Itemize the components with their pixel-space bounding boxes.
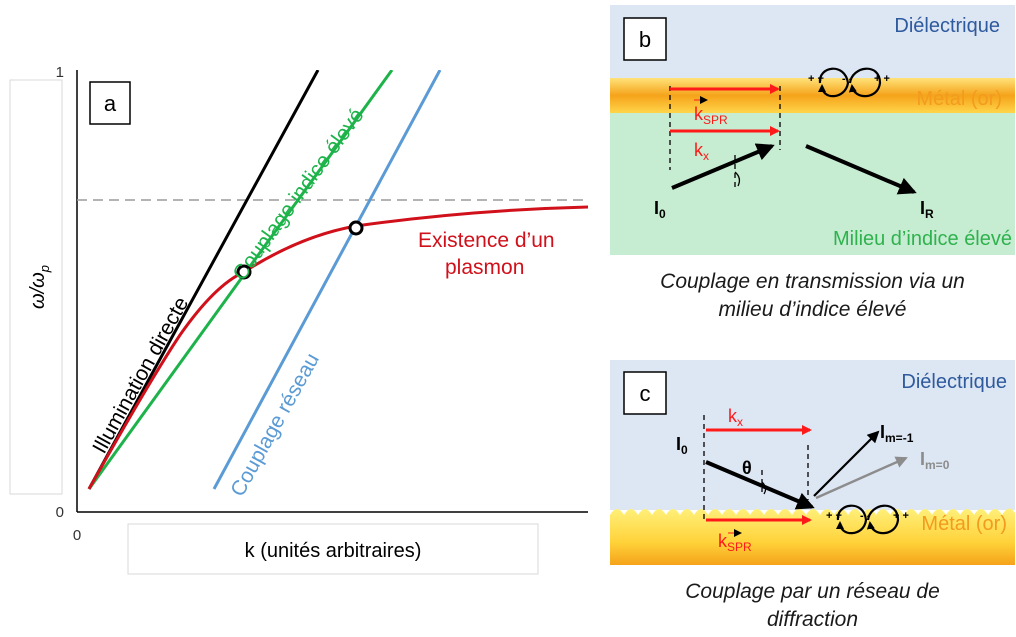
charges-right-b: + + bbox=[874, 73, 890, 85]
k-spr-label-c: kSPR bbox=[718, 531, 752, 554]
y-axis-label-box bbox=[9, 79, 63, 495]
dielectric-label-c: Diélectrique bbox=[901, 371, 1007, 393]
caption-c-line2: diffraction bbox=[766, 608, 859, 631]
angle-arc-c bbox=[761, 481, 767, 495]
diffracted-beam-m0 bbox=[815, 456, 908, 500]
angle-arc-b bbox=[734, 171, 741, 187]
grating-coupling-label: Couplage réseau bbox=[226, 349, 324, 500]
y-tick-top: 1 bbox=[56, 64, 64, 81]
panel-a-label-box bbox=[89, 81, 131, 125]
x-tick-origin: 0 bbox=[73, 527, 81, 544]
incident-beam-b bbox=[671, 143, 775, 190]
metal-layer-b bbox=[610, 78, 1015, 113]
x-axis-label-box bbox=[127, 523, 539, 575]
caption-b-line2: milieu d’indice élevé bbox=[718, 298, 907, 321]
panel-a-figure: ω/ωp 1 0 0 k (unités arbitraires) a Illu… bbox=[9, 64, 588, 575]
grating-coupling-line bbox=[212, 70, 442, 490]
metal-label-b: Métal (or) bbox=[916, 88, 1002, 110]
y-axis-label: ω/ωp bbox=[27, 265, 52, 309]
panel-b-figure: b Diélectrique Métal (or) Milieu d’indic… bbox=[610, 5, 1015, 255]
reflected-beam-b bbox=[805, 144, 917, 195]
caption-c-line1: Couplage par un réseau de bbox=[685, 580, 940, 603]
direct-illumination-label: Illumination directe bbox=[88, 293, 193, 457]
ir-label-b: IR bbox=[920, 198, 934, 221]
medium-label-b: Milieu d’indice élevé bbox=[833, 228, 1012, 250]
metal-label-c: Métal (or) bbox=[921, 513, 1007, 535]
caption-b: Couplage en transmission via un milieu d… bbox=[610, 268, 1015, 324]
dielectric-layer-c bbox=[610, 360, 1015, 510]
i0-label-b: I0 bbox=[654, 198, 666, 221]
dielectric-label-b: Diélectrique bbox=[894, 15, 1000, 37]
caption-b-line1: Couplage en transmission via un bbox=[660, 270, 965, 293]
panel-a-label: a bbox=[104, 91, 117, 116]
panel-c-figure: c Diélectrique Métal (or) kx kSPR I0 θ I… bbox=[610, 360, 1015, 565]
caption-c: Couplage par un réseau de diffraction bbox=[610, 578, 1015, 634]
panel-b-label: b bbox=[639, 27, 651, 52]
im0-label: Im=0 bbox=[920, 449, 950, 472]
k-x-label-c: kx bbox=[728, 406, 743, 429]
field-loop-right-b bbox=[848, 67, 882, 98]
theta-label-c: θ bbox=[742, 458, 752, 478]
dielectric-layer-b bbox=[610, 5, 1015, 78]
svg-text:ω/ωp: ω/ωp bbox=[27, 265, 52, 309]
panel-c-label-box bbox=[623, 371, 667, 415]
incident-beam-c bbox=[705, 460, 815, 510]
k-x-label-b: kx bbox=[694, 140, 709, 163]
plasmon-label-line1: Existence d’un bbox=[418, 229, 555, 252]
im-minus1-label: Im=-1 bbox=[880, 422, 914, 445]
metal-grating-layer-c bbox=[610, 508, 1015, 565]
k-spr-label-b: kSPR bbox=[694, 104, 728, 127]
panel-c-label: c bbox=[640, 381, 651, 406]
y-tick-bottom: 0 bbox=[56, 504, 64, 521]
intersection-marker-grating bbox=[348, 220, 364, 236]
field-loop-left-b bbox=[818, 67, 850, 98]
high-index-coupling-line bbox=[87, 70, 394, 490]
field-loop-right-c bbox=[866, 504, 900, 535]
plasmon-label-line2: plasmon bbox=[445, 256, 524, 279]
i0-label-c: I0 bbox=[676, 434, 688, 457]
field-loop-left-c bbox=[836, 504, 868, 535]
diffracted-beam-m-minus1 bbox=[813, 430, 880, 497]
intersection-marker-high-index bbox=[236, 264, 252, 280]
panel-b-label-box bbox=[623, 17, 667, 61]
plasmon-dispersion-curve bbox=[87, 205, 588, 490]
x-axis-label: k (unités arbitraires) bbox=[245, 540, 422, 562]
